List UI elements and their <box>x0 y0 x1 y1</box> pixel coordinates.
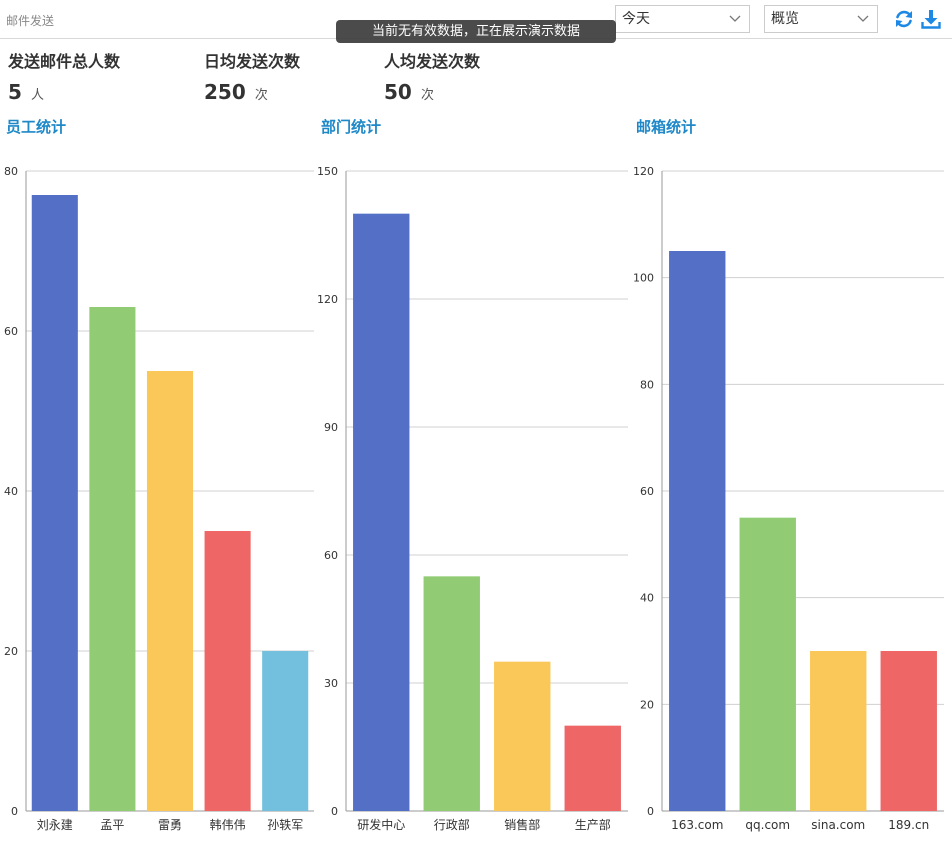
x-category-label: sina.com <box>811 818 865 832</box>
download-icon[interactable] <box>920 8 942 30</box>
x-category-label: 行政部 <box>434 817 470 832</box>
kpi-total-senders: 发送邮件总人数 5 人 <box>8 48 120 104</box>
x-category-label: 销售部 <box>504 817 540 832</box>
kpi-per-person-sends: 人均发送次数 50 次 <box>384 48 480 104</box>
bar <box>564 725 621 811</box>
y-tick-label: 40 <box>4 485 18 498</box>
bar <box>880 651 937 811</box>
view-mode-value: 概览 <box>771 11 799 27</box>
section-title-department: 部门统计 <box>321 118 382 136</box>
kpi-daily-sends: 日均发送次数 250 次 <box>204 48 300 104</box>
x-category-label: 189.cn <box>888 818 929 832</box>
kpi-label: 人均发送次数 <box>384 52 481 71</box>
page-title: 邮件发送 <box>6 14 55 28</box>
kpi-value: 250 <box>204 80 246 104</box>
refresh-icon[interactable] <box>893 8 915 30</box>
bar-chart-employee: 0 20 40 60 80 刘永建 孟平 雷勇 韩伟伟 孙轶军 <box>4 165 314 832</box>
y-tick-label: 0 <box>331 805 338 818</box>
y-tick-label: 120 <box>317 293 338 306</box>
section-title-mailbox: 邮箱统计 <box>636 118 697 136</box>
y-tick-label: 80 <box>640 378 654 391</box>
chevron-down-icon <box>857 15 869 22</box>
y-tick-label: 80 <box>4 165 18 178</box>
bar-chart-mailbox: 0 20 40 60 80 100 120 163.com qq.com sina.com 189.… <box>633 165 944 832</box>
kpi-label: 日均发送次数 <box>204 52 301 71</box>
bar <box>494 661 551 811</box>
y-tick-label: 120 <box>633 165 654 178</box>
y-tick-label: 20 <box>640 698 654 711</box>
kpi-value: 50 <box>384 80 412 104</box>
y-tick-label: 0 <box>647 805 654 818</box>
y-tick-label: 30 <box>324 677 338 690</box>
section-title-employee: 员工统计 <box>6 118 67 136</box>
bar-chart-department: 0 30 60 90 120 150 研发中心 行政部 销售部 生产部 <box>317 165 628 832</box>
y-tick-label: 60 <box>324 549 338 562</box>
x-category-label: 孟平 <box>100 818 124 832</box>
kpi-unit: 次 <box>420 88 434 103</box>
y-tick-label: 60 <box>640 485 654 498</box>
view-mode-select[interactable]: 概览 <box>764 5 878 33</box>
x-category-label: 生产部 <box>575 817 611 832</box>
x-category-label: qq.com <box>745 818 790 832</box>
x-category-label: 雷勇 <box>158 818 182 832</box>
x-category-label: 韩伟伟 <box>210 817 246 832</box>
bar <box>810 651 867 811</box>
kpi-unit: 次 <box>254 88 268 103</box>
kpi-value: 5 <box>8 80 22 104</box>
y-tick-label: 150 <box>317 165 338 178</box>
date-range-value: 今天 <box>622 11 650 27</box>
bar <box>262 651 309 811</box>
bar <box>739 517 796 811</box>
chevron-down-icon <box>729 15 741 22</box>
y-tick-label: 100 <box>633 272 654 285</box>
demo-data-toast: 当前无有效数据，正在展示演示数据 <box>336 20 616 43</box>
x-category-label: 163.com <box>671 818 723 832</box>
bar <box>669 251 726 811</box>
bar <box>31 195 78 811</box>
y-tick-label: 0 <box>11 805 18 818</box>
bar <box>353 213 410 811</box>
bar <box>204 531 251 811</box>
bar <box>423 576 480 811</box>
x-category-label: 孙轶军 <box>267 818 303 832</box>
kpi-unit: 人 <box>31 88 45 103</box>
x-category-label: 研发中心 <box>357 817 405 832</box>
y-tick-label: 20 <box>4 645 18 658</box>
bar <box>146 371 194 811</box>
kpi-label: 发送邮件总人数 <box>8 52 121 71</box>
x-category-label: 刘永建 <box>37 818 73 832</box>
date-range-select[interactable]: 今天 <box>615 5 750 33</box>
y-tick-label: 90 <box>324 421 338 434</box>
bar <box>89 307 136 811</box>
y-tick-label: 60 <box>4 325 18 338</box>
y-tick-label: 40 <box>640 592 654 605</box>
